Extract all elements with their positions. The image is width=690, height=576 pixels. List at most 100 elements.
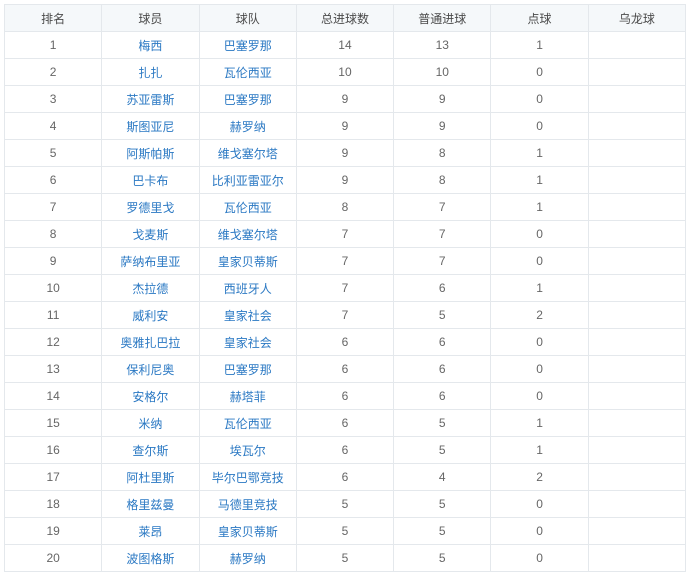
table-row: 13保利尼奥巴塞罗那660 bbox=[5, 356, 686, 383]
cell-pk: 0 bbox=[491, 383, 588, 410]
cell-player-link[interactable]: 戈麦斯 bbox=[132, 228, 168, 242]
cell-player: 阿杜里斯 bbox=[102, 464, 199, 491]
cell-player: 莱昂 bbox=[102, 518, 199, 545]
cell-team-link[interactable]: 维戈塞尔塔 bbox=[218, 228, 278, 242]
cell-player: 米纳 bbox=[102, 410, 199, 437]
cell-player-link[interactable]: 阿杜里斯 bbox=[126, 471, 174, 485]
cell-player-link[interactable]: 苏亚雷斯 bbox=[126, 93, 174, 107]
table-row: 17阿杜里斯毕尔巴鄂竞技642 bbox=[5, 464, 686, 491]
cell-normal: 5 bbox=[394, 437, 491, 464]
cell-pk: 0 bbox=[491, 59, 588, 86]
cell-player-link[interactable]: 萨纳布里亚 bbox=[120, 255, 180, 269]
cell-player-link[interactable]: 奥雅扎巴拉 bbox=[120, 336, 180, 350]
cell-og bbox=[588, 410, 685, 437]
cell-team-link[interactable]: 皇家贝蒂斯 bbox=[218, 525, 278, 539]
cell-team-link[interactable]: 埃瓦尔 bbox=[230, 444, 266, 458]
cell-player-link[interactable]: 格里兹曼 bbox=[126, 498, 174, 512]
cell-player-link[interactable]: 安格尔 bbox=[132, 390, 168, 404]
cell-team: 巴塞罗那 bbox=[199, 32, 296, 59]
cell-player-link[interactable]: 斯图亚尼 bbox=[126, 120, 174, 134]
cell-team-link[interactable]: 巴塞罗那 bbox=[224, 363, 272, 377]
table-body: 1梅西巴塞罗那141312扎扎瓦伦西亚101003苏亚雷斯巴塞罗那9904斯图亚… bbox=[5, 32, 686, 572]
cell-og bbox=[588, 248, 685, 275]
cell-team: 瓦伦西亚 bbox=[199, 59, 296, 86]
cell-team-link[interactable]: 赫罗纳 bbox=[230, 120, 266, 134]
table-row: 11威利安皇家社会752 bbox=[5, 302, 686, 329]
cell-team-link[interactable]: 西班牙人 bbox=[224, 282, 272, 296]
cell-player-link[interactable]: 巴卡布 bbox=[132, 174, 168, 188]
cell-og bbox=[588, 194, 685, 221]
cell-pk: 1 bbox=[491, 32, 588, 59]
cell-player-link[interactable]: 扎扎 bbox=[138, 66, 162, 80]
cell-og bbox=[588, 329, 685, 356]
col-player: 球员 bbox=[102, 5, 199, 32]
cell-total: 5 bbox=[296, 545, 393, 572]
cell-player-link[interactable]: 莱昂 bbox=[138, 525, 162, 539]
cell-player: 罗德里戈 bbox=[102, 194, 199, 221]
cell-og bbox=[588, 383, 685, 410]
cell-player-link[interactable]: 梅西 bbox=[138, 39, 162, 53]
table-row: 3苏亚雷斯巴塞罗那990 bbox=[5, 86, 686, 113]
cell-team: 维戈塞尔塔 bbox=[199, 221, 296, 248]
cell-team-link[interactable]: 皇家社会 bbox=[224, 336, 272, 350]
cell-team: 瓦伦西亚 bbox=[199, 410, 296, 437]
cell-player-link[interactable]: 威利安 bbox=[132, 309, 168, 323]
cell-og bbox=[588, 437, 685, 464]
cell-og bbox=[588, 140, 685, 167]
table-row: 14安格尔赫塔菲660 bbox=[5, 383, 686, 410]
col-normal: 普通进球 bbox=[394, 5, 491, 32]
cell-team-link[interactable]: 皇家贝蒂斯 bbox=[218, 255, 278, 269]
table-row: 6巴卡布比利亚雷亚尔981 bbox=[5, 167, 686, 194]
cell-og bbox=[588, 275, 685, 302]
cell-normal: 10 bbox=[394, 59, 491, 86]
cell-team-link[interactable]: 维戈塞尔塔 bbox=[218, 147, 278, 161]
cell-player-link[interactable]: 查尔斯 bbox=[132, 444, 168, 458]
cell-team-link[interactable]: 皇家社会 bbox=[224, 309, 272, 323]
cell-team-link[interactable]: 比利亚雷亚尔 bbox=[212, 174, 284, 188]
table-row: 5阿斯帕斯维戈塞尔塔981 bbox=[5, 140, 686, 167]
cell-player: 斯图亚尼 bbox=[102, 113, 199, 140]
cell-normal: 5 bbox=[394, 545, 491, 572]
cell-team-link[interactable]: 赫塔菲 bbox=[230, 390, 266, 404]
cell-normal: 6 bbox=[394, 329, 491, 356]
cell-player-link[interactable]: 米纳 bbox=[138, 417, 162, 431]
cell-normal: 6 bbox=[394, 356, 491, 383]
cell-team-link[interactable]: 马德里竞技 bbox=[218, 498, 278, 512]
cell-team: 马德里竞技 bbox=[199, 491, 296, 518]
cell-player-link[interactable]: 阿斯帕斯 bbox=[126, 147, 174, 161]
cell-og bbox=[588, 113, 685, 140]
cell-team-link[interactable]: 巴塞罗那 bbox=[224, 39, 272, 53]
cell-team: 赫塔菲 bbox=[199, 383, 296, 410]
cell-team: 赫罗纳 bbox=[199, 545, 296, 572]
cell-rank: 13 bbox=[5, 356, 102, 383]
cell-total: 5 bbox=[296, 518, 393, 545]
cell-team-link[interactable]: 瓦伦西亚 bbox=[224, 66, 272, 80]
cell-normal: 7 bbox=[394, 248, 491, 275]
cell-player-link[interactable]: 保利尼奥 bbox=[126, 363, 174, 377]
cell-player: 萨纳布里亚 bbox=[102, 248, 199, 275]
cell-rank: 17 bbox=[5, 464, 102, 491]
cell-team-link[interactable]: 瓦伦西亚 bbox=[224, 201, 272, 215]
cell-rank: 20 bbox=[5, 545, 102, 572]
cell-total: 7 bbox=[296, 275, 393, 302]
cell-player: 威利安 bbox=[102, 302, 199, 329]
cell-normal: 8 bbox=[394, 167, 491, 194]
cell-team-link[interactable]: 巴塞罗那 bbox=[224, 93, 272, 107]
col-total: 总进球数 bbox=[296, 5, 393, 32]
cell-rank: 15 bbox=[5, 410, 102, 437]
cell-normal: 5 bbox=[394, 302, 491, 329]
cell-team-link[interactable]: 瓦伦西亚 bbox=[224, 417, 272, 431]
cell-player: 阿斯帕斯 bbox=[102, 140, 199, 167]
cell-rank: 19 bbox=[5, 518, 102, 545]
cell-player-link[interactable]: 杰拉德 bbox=[132, 282, 168, 296]
cell-player: 杰拉德 bbox=[102, 275, 199, 302]
cell-total: 9 bbox=[296, 167, 393, 194]
cell-rank: 14 bbox=[5, 383, 102, 410]
cell-player-link[interactable]: 罗德里戈 bbox=[126, 201, 174, 215]
cell-rank: 8 bbox=[5, 221, 102, 248]
col-og: 乌龙球 bbox=[588, 5, 685, 32]
cell-team-link[interactable]: 毕尔巴鄂竞技 bbox=[212, 471, 284, 485]
table-row: 2扎扎瓦伦西亚10100 bbox=[5, 59, 686, 86]
cell-team: 维戈塞尔塔 bbox=[199, 140, 296, 167]
cell-total: 6 bbox=[296, 329, 393, 356]
